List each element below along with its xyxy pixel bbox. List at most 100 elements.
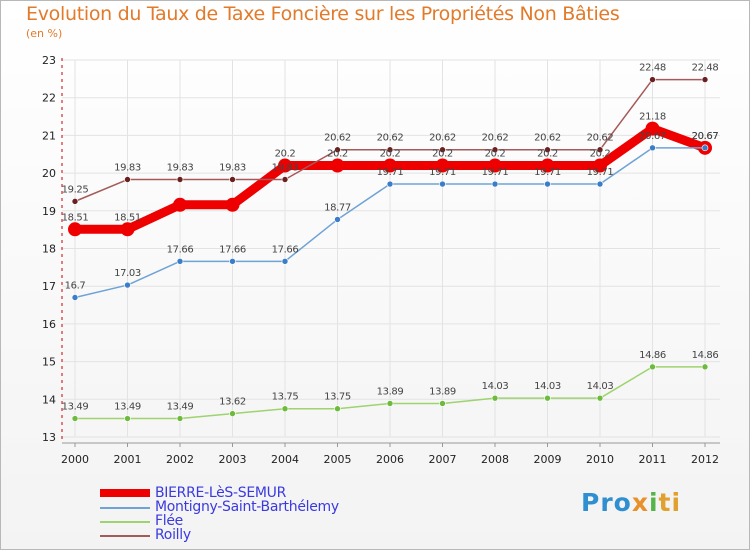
y-tick-label-15: 15 (42, 356, 56, 369)
series-1-point-2001 (124, 281, 131, 289)
series-1-point-2007 (439, 180, 446, 188)
series-0-point-2002 (173, 197, 187, 212)
data-label-series-1-2001: 17.03 (114, 268, 141, 279)
series-2-point-2001 (124, 415, 131, 422)
data-label-series-0-2001: 18.51 (114, 212, 141, 223)
data-label-series-0-2012: 20.67 (692, 131, 719, 142)
data-label-series-0-2006: 20.2 (380, 149, 401, 160)
series-2-point-2003 (229, 410, 236, 417)
series-3-point-2008 (491, 146, 499, 154)
y-tick-label-18: 18 (42, 243, 56, 256)
series-2-point-2005 (334, 405, 341, 413)
data-label-series-3-2007: 20.62 (429, 133, 456, 144)
data-label-series-3-2006: 20.62 (377, 133, 404, 144)
data-label-series-3-2001: 19.83 (114, 163, 141, 174)
series-3-point-2002 (176, 176, 184, 183)
y-tick-label-22: 22 (42, 92, 56, 105)
x-tick-label-2003: 2003 (219, 453, 247, 466)
data-label-series-3-2008: 20.62 (482, 133, 509, 144)
data-label-series-1-2002: 17.66 (167, 244, 194, 255)
data-label-series-0-2000: 18.51 (62, 212, 89, 223)
series-0-point-2003 (225, 197, 240, 212)
x-tick-label-2009: 2009 (534, 453, 562, 466)
series-2-point-2007 (439, 400, 446, 407)
series-0-point-2007 (435, 158, 450, 173)
series-3-point-2007 (439, 146, 446, 154)
x-tick-label-2000: 2000 (61, 453, 89, 466)
series-2-point-2012 (701, 363, 709, 371)
legend-label-montigny: Montigny-Saint-Barthélemy (155, 499, 339, 515)
y-tick-label-17: 17 (42, 280, 56, 293)
series-3-point-2004 (281, 176, 289, 183)
legend-item-bierre: BIERRE-LèS-SEMUR (100, 485, 400, 501)
series-0-point-2005 (330, 158, 345, 173)
y-tick-label-20: 20 (42, 167, 56, 180)
data-label-series-2-2008: 14.03 (482, 381, 509, 392)
series-0-point-2008 (488, 158, 502, 173)
series-0-point-2006 (383, 158, 397, 173)
series-0-point-2009 (540, 158, 555, 173)
series-3-point-2010 (596, 146, 604, 154)
series-2-point-2009 (544, 394, 551, 402)
data-label-series-3-2004: 19.83 (272, 163, 299, 174)
data-label-series-3-2000: 19.25 (62, 184, 89, 195)
series-2-point-2002 (176, 415, 184, 422)
series-0-point-2010 (593, 158, 607, 173)
data-label-series-1-2008: 19.71 (482, 167, 509, 178)
legend-swatch-roilly (100, 535, 150, 537)
y-tick-label-13: 13 (42, 431, 56, 444)
series-1-point-2004 (281, 258, 289, 265)
x-tick-label-2008: 2008 (481, 453, 509, 466)
data-label-series-2-2000: 13.49 (62, 402, 89, 413)
data-label-series-2-2009: 14.03 (534, 381, 561, 392)
legend: BIERRE-LèS-SEMUR Montigny-Saint-Barthéle… (100, 485, 400, 543)
data-label-series-1-2006: 19.71 (377, 167, 404, 178)
data-label-series-1-2005: 18.77 (324, 202, 351, 213)
legend-item-roilly: Roilly (100, 527, 400, 543)
legend-swatch-montigny (100, 507, 150, 509)
legend-item-montigny: Montigny-Saint-Barthélemy (100, 499, 400, 515)
x-tick-label-2007: 2007 (429, 453, 457, 466)
series-1-point-2010 (596, 180, 604, 188)
series-0-point-2000 (68, 222, 82, 237)
x-tick-label-2002: 2002 (166, 453, 194, 466)
data-label-series-2-2010: 14.03 (587, 381, 614, 392)
series-0-point-2004 (278, 158, 292, 173)
data-label-series-2-2001: 13.49 (114, 402, 141, 413)
data-label-series-3-2002: 19.83 (167, 163, 194, 174)
series-3-point-2003 (229, 176, 236, 183)
legend-item-flee: Flée (100, 513, 400, 529)
data-label-series-2-2003: 13.62 (219, 397, 246, 408)
data-label-series-2-2005: 13.75 (324, 392, 351, 403)
y-tick-label-16: 16 (42, 318, 56, 331)
legend-swatch-bierre (100, 489, 150, 497)
y-tick-label-14: 14 (42, 393, 56, 406)
series-3-point-2012 (701, 76, 709, 83)
series-2-point-2008 (491, 394, 499, 402)
chart-subtitle: (en %) (26, 27, 63, 40)
series-1-point-2002 (176, 258, 184, 265)
data-label-series-2-2004: 13.75 (272, 392, 299, 403)
legend-swatch-flee (100, 521, 150, 523)
series-0-point-2001 (120, 222, 135, 237)
x-tick-label-2004: 2004 (271, 453, 299, 466)
data-label-series-2-2012: 14.86 (692, 350, 719, 361)
data-label-series-1-2009: 19.71 (534, 167, 561, 178)
series-3-point-2009 (544, 146, 551, 154)
x-tick-label-2012: 2012 (691, 453, 719, 466)
data-label-series-2-2011: 14.86 (639, 350, 666, 361)
series-1-point-2011 (649, 144, 656, 152)
series-3-point-2001 (124, 176, 131, 183)
data-label-series-3-2011: 22.48 (639, 63, 666, 74)
series-1-point-2003 (229, 258, 236, 265)
data-label-series-3-2009: 20.62 (534, 133, 561, 144)
data-label-series-2-2002: 13.49 (167, 402, 194, 413)
data-label-series-1-2000: 16.7 (65, 281, 86, 292)
x-tick-label-2006: 2006 (376, 453, 404, 466)
data-label-series-1-2011: 20.67 (639, 131, 666, 142)
series-1-point-2006 (386, 180, 394, 188)
series-2-point-2000 (71, 415, 79, 422)
y-tick-label-19: 19 (42, 205, 56, 218)
y-tick-label-21: 21 (42, 129, 56, 142)
